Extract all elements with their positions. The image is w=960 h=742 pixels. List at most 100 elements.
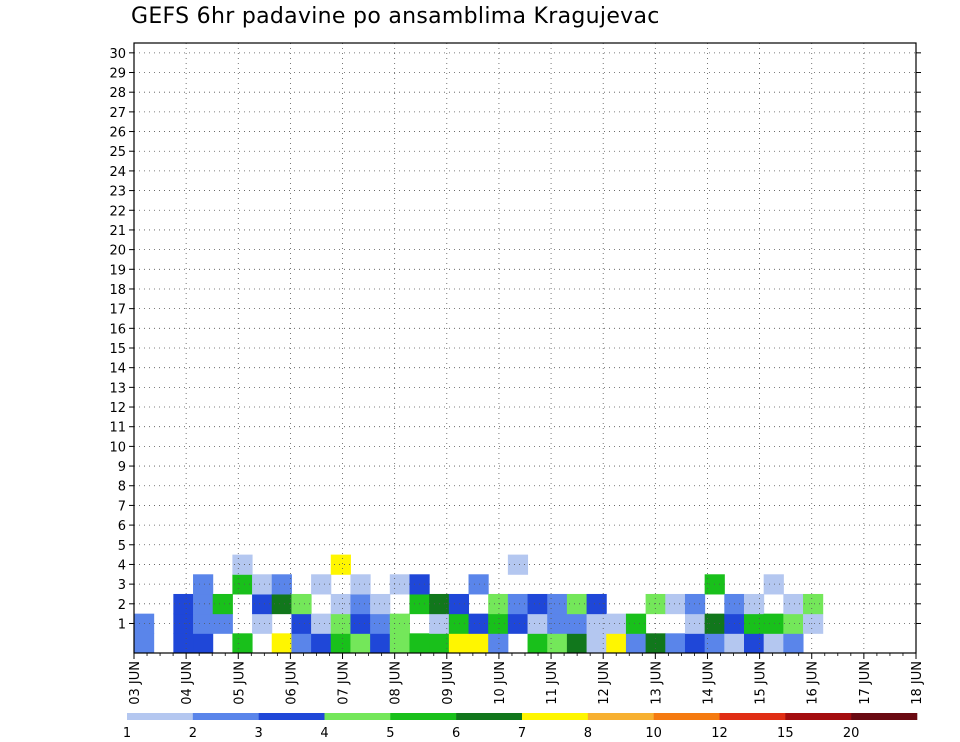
- data-cell: [566, 593, 588, 615]
- y-tick-label: 20: [109, 244, 126, 259]
- data-cell: [566, 633, 588, 654]
- colorbar-swatch: [719, 713, 786, 720]
- data-cell: [311, 574, 332, 595]
- x-tick-label: 11 JUN: [545, 661, 560, 705]
- y-tick-label: 16: [109, 322, 126, 337]
- data-cell: [370, 633, 391, 654]
- y-tick-label: 3: [118, 578, 126, 593]
- y-tick-label: 4: [118, 558, 126, 573]
- colorbar-label: 10: [645, 726, 662, 741]
- data-cell: [684, 633, 706, 654]
- colorbar-label: 3: [255, 726, 263, 741]
- colorbar-label: 6: [452, 726, 460, 741]
- data-cell: [173, 593, 194, 615]
- colorbar-swatch: [192, 713, 259, 720]
- colorbar-label: 15: [777, 726, 794, 741]
- colorbar-swatch: [258, 713, 325, 720]
- x-tick-label: 06 JUN: [284, 661, 299, 705]
- data-cell: [645, 593, 666, 615]
- data-cell: [606, 613, 627, 634]
- data-cell: [763, 613, 784, 634]
- data-cell: [350, 633, 371, 654]
- data-cell: [783, 633, 804, 654]
- x-tick-label: 14 JUN: [701, 661, 716, 705]
- data-cell: [527, 633, 548, 654]
- data-cell: [468, 613, 489, 634]
- data-cell: [193, 633, 214, 654]
- data-cell: [311, 613, 332, 634]
- data-cell: [350, 593, 371, 615]
- data-cell: [193, 613, 214, 634]
- colorbar-swatch: [653, 713, 720, 720]
- colorbar-swatch: [324, 713, 391, 720]
- y-tick-label: 25: [109, 145, 126, 160]
- data-cell: [547, 633, 568, 654]
- data-cell: [232, 633, 253, 654]
- colorbar-label: 12: [711, 726, 728, 741]
- colorbar-swatch: [587, 713, 654, 720]
- y-tick-label: 17: [109, 303, 126, 318]
- data-cell: [468, 633, 489, 654]
- x-tick-label: 13 JUN: [649, 661, 664, 705]
- colorbar-swatch: [785, 713, 852, 720]
- colorbar-label: 5: [386, 726, 394, 741]
- y-tick-label: 22: [109, 204, 126, 219]
- colorbar-swatch: [522, 713, 589, 720]
- data-cell: [271, 633, 292, 654]
- x-tick-label: 04 JUN: [180, 661, 195, 705]
- data-cell: [429, 633, 450, 654]
- x-tick-label: 17 JUN: [858, 661, 873, 705]
- colorbar-label: 4: [320, 726, 328, 741]
- data-cell: [330, 554, 351, 575]
- y-tick-label: 6: [118, 519, 126, 534]
- data-cell: [212, 613, 233, 634]
- y-tick-label: 26: [109, 126, 126, 141]
- data-cell: [665, 593, 686, 615]
- x-tick-label: 10 JUN: [493, 661, 508, 705]
- data-cell: [704, 633, 725, 654]
- data-cell: [291, 613, 312, 634]
- data-cell: [625, 613, 647, 634]
- y-tick-label: 9: [118, 460, 126, 475]
- y-tick-label: 24: [109, 165, 126, 180]
- y-tick-label: 2: [118, 598, 126, 613]
- data-cell: [507, 613, 529, 634]
- data-cell: [350, 574, 371, 595]
- data-cell: [803, 613, 824, 634]
- y-tick-label: 14: [109, 362, 126, 377]
- x-tick-label: 03 JUN: [128, 661, 143, 705]
- data-cell: [763, 633, 784, 654]
- data-cell: [389, 633, 410, 654]
- y-tick-label: 15: [109, 342, 126, 357]
- y-tick-label: 19: [109, 263, 126, 278]
- y-tick-label: 8: [118, 480, 126, 495]
- data-cell: [232, 554, 253, 575]
- x-tick-label: 16 JUN: [806, 661, 821, 705]
- data-cell: [744, 633, 765, 654]
- data-cell: [291, 593, 312, 615]
- colorbar-label: 2: [189, 726, 197, 741]
- data-cell: [763, 574, 784, 595]
- data-cell: [193, 593, 214, 615]
- data-cell: [330, 593, 351, 615]
- data-cell: [370, 593, 391, 615]
- data-cell: [803, 593, 824, 615]
- colorbar-label: 7: [518, 726, 526, 741]
- data-cell: [350, 613, 371, 634]
- data-cell: [783, 593, 804, 615]
- data-cell: [468, 574, 489, 595]
- data-cell: [606, 633, 627, 654]
- data-cell: [252, 593, 273, 615]
- y-tick-label: 10: [109, 440, 126, 455]
- data-cell: [684, 593, 706, 615]
- y-tick-label: 28: [109, 86, 126, 101]
- data-cell: [370, 613, 391, 634]
- data-cell: [527, 613, 548, 634]
- data-cell: [409, 633, 430, 654]
- chart-title: GEFS 6hr padavine po ansamblima Kragujev…: [131, 4, 660, 29]
- y-tick-label: 1: [118, 617, 126, 632]
- data-cell: [291, 633, 312, 654]
- data-cell: [311, 633, 332, 654]
